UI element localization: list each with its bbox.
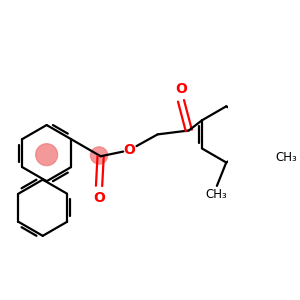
Circle shape [91,147,108,164]
Text: CH₃: CH₃ [275,151,297,164]
Text: O: O [123,143,135,157]
Circle shape [36,144,58,166]
Text: O: O [175,82,187,96]
Text: CH₃: CH₃ [205,188,227,201]
Text: O: O [93,190,105,205]
